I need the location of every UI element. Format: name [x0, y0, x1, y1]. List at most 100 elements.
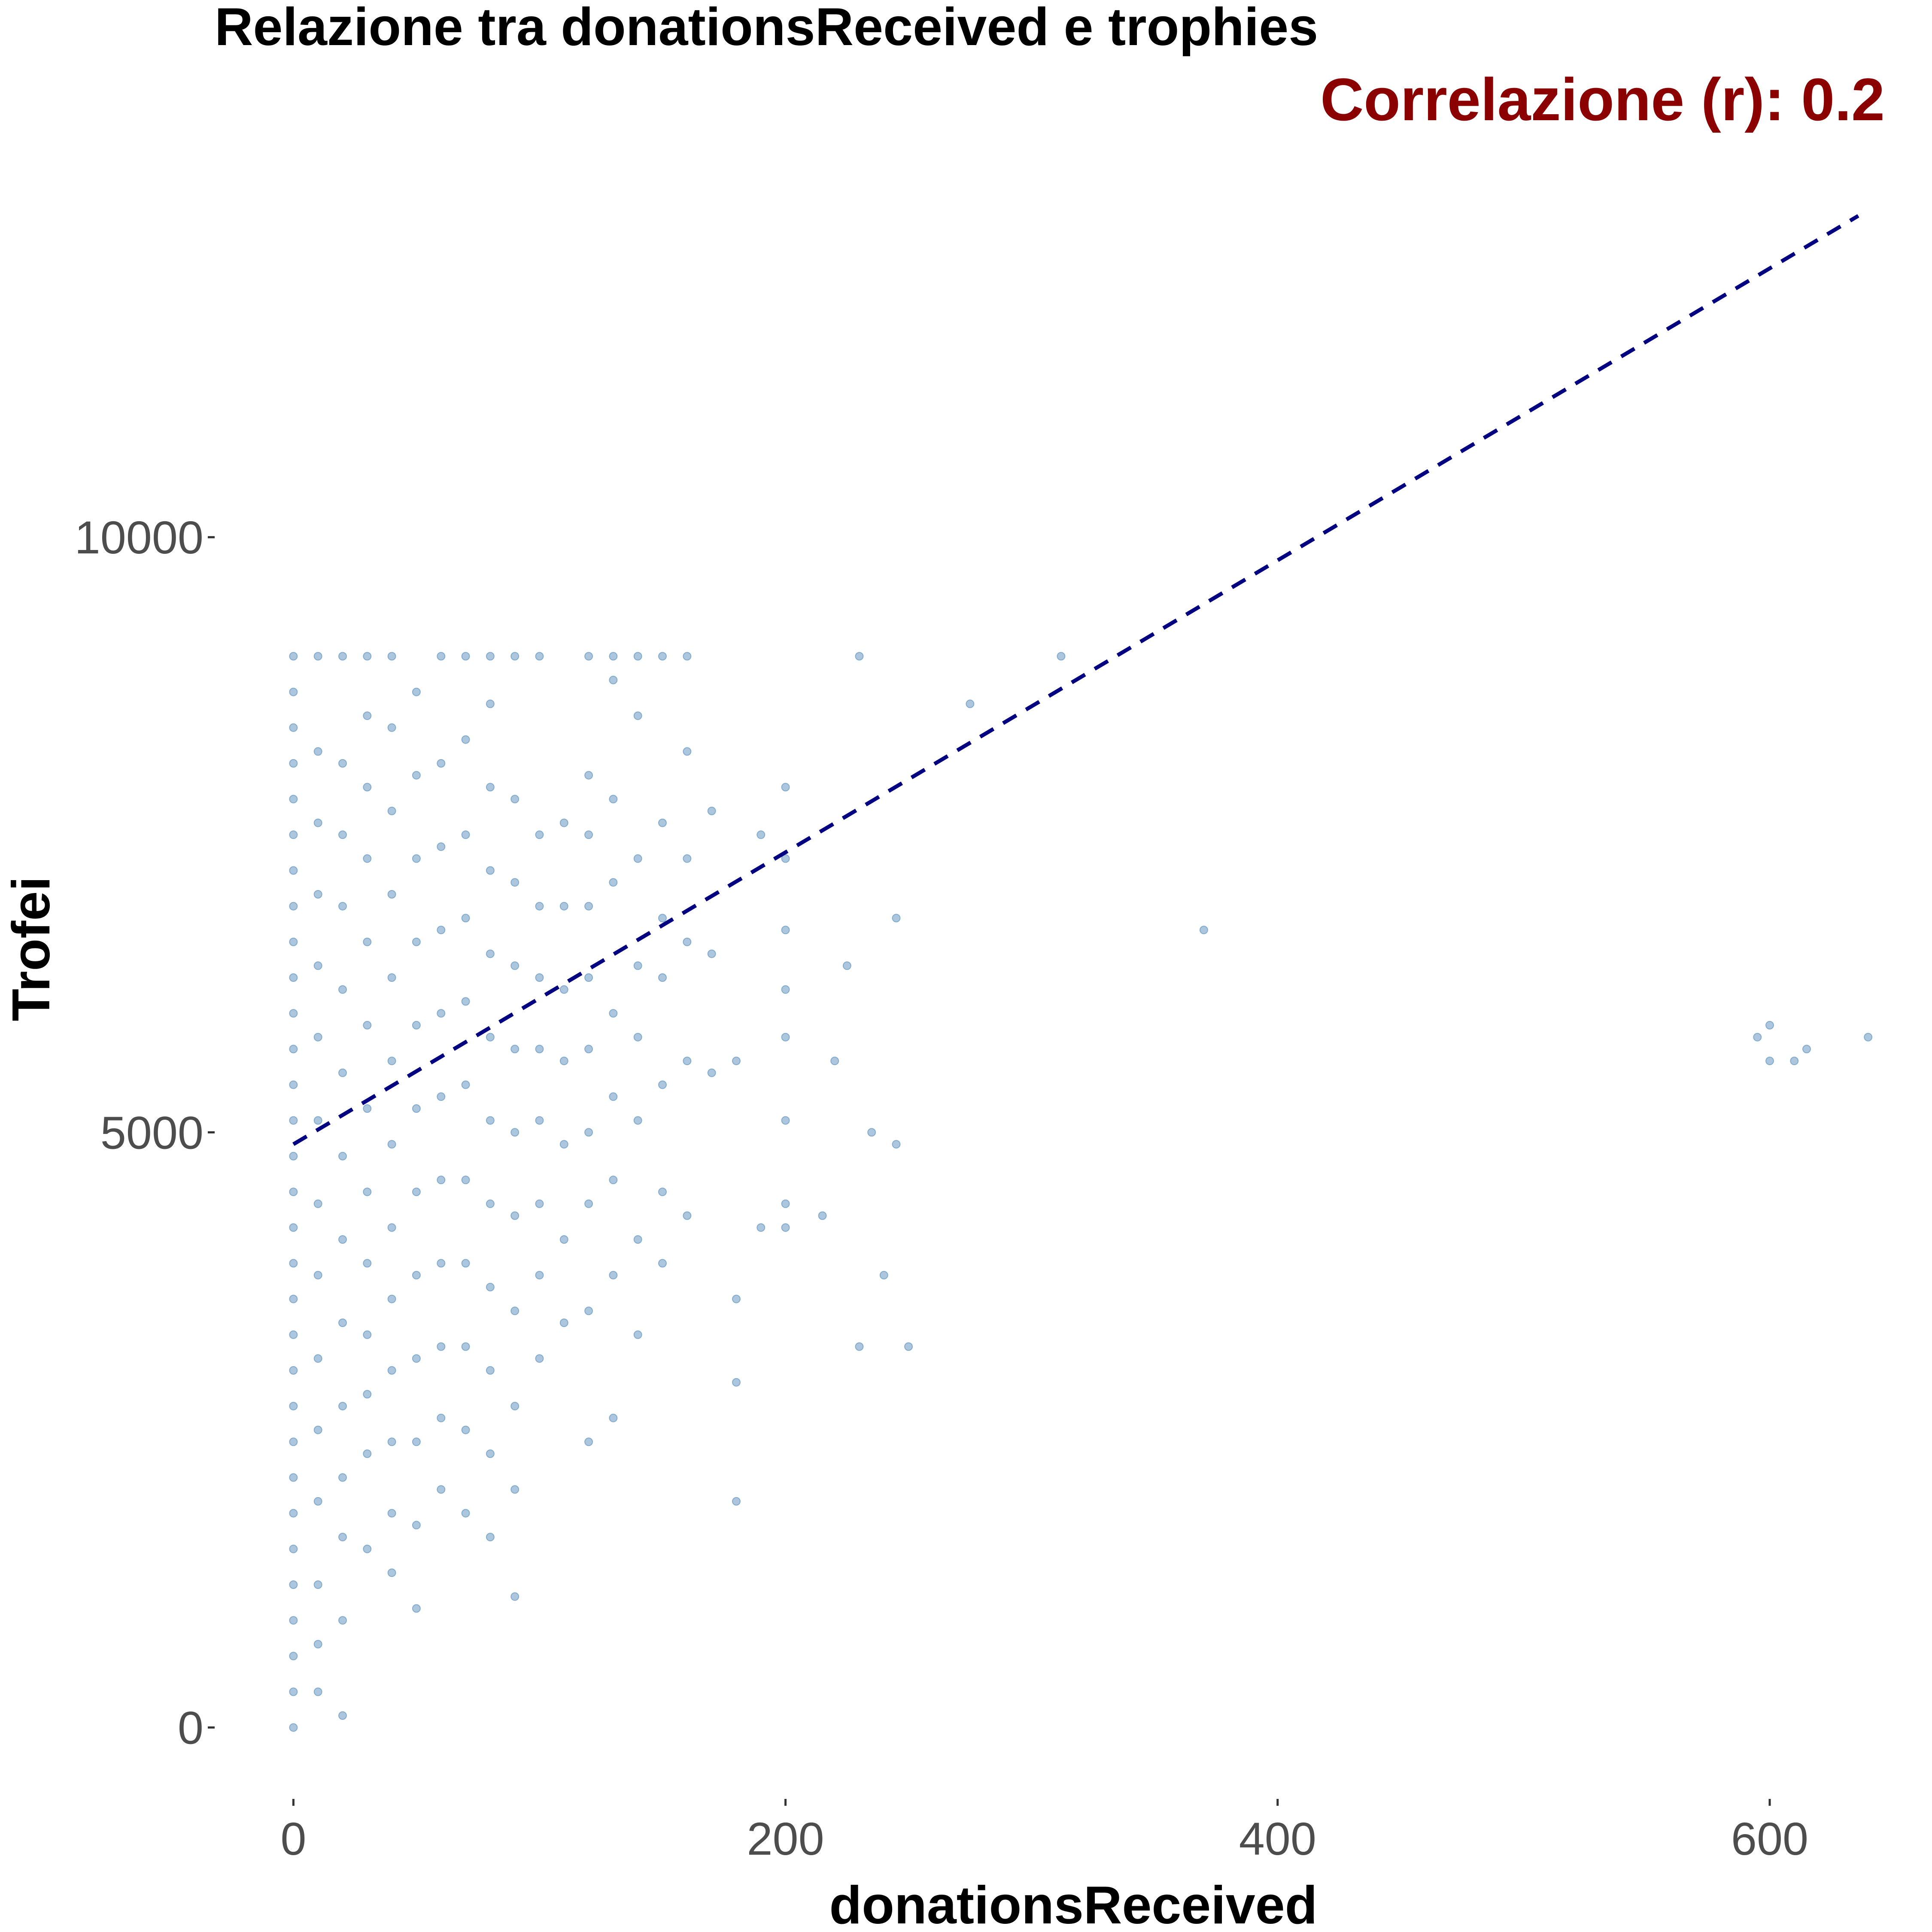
data-point: [781, 1116, 790, 1125]
data-point: [461, 1259, 470, 1268]
x-axis: 0 200 400 600: [280, 1799, 1808, 1865]
data-point: [363, 1330, 372, 1339]
data-point: [609, 1176, 618, 1185]
data-point: [732, 1497, 741, 1506]
data-point: [609, 1009, 618, 1018]
data-point: [289, 1402, 298, 1411]
data-point: [658, 1188, 667, 1197]
data-point: [289, 973, 298, 982]
data-point: [412, 1521, 421, 1530]
data-point: [412, 1021, 421, 1030]
data-point: [633, 1330, 642, 1339]
data-point: [584, 1306, 593, 1315]
data-point: [437, 926, 446, 935]
data-point: [486, 1199, 495, 1208]
data-point: [289, 1473, 298, 1482]
data-point: [510, 1592, 519, 1601]
trend-line-layer: [292, 214, 1859, 1146]
data-point: [313, 1580, 322, 1589]
data-point: [683, 937, 692, 946]
data-point: [338, 1711, 347, 1720]
data-point: [584, 1045, 593, 1054]
data-point: [289, 902, 298, 911]
data-point: [412, 1188, 421, 1197]
correlation-annotation: Correlazione (r): 0.2: [1320, 66, 1885, 133]
data-point: [338, 1068, 347, 1077]
data-point: [510, 961, 519, 970]
data-point: [363, 1104, 372, 1113]
data-point: [338, 985, 347, 994]
data-point: [535, 973, 544, 982]
data-point: [338, 830, 347, 839]
data-point: [535, 652, 544, 661]
data-point: [289, 1116, 298, 1125]
y-axis-label: Trofei: [2, 876, 61, 1021]
data-point: [510, 795, 519, 804]
data-point: [387, 652, 396, 661]
data-point: [289, 1723, 298, 1732]
data-point: [461, 735, 470, 744]
data-point: [486, 699, 495, 708]
data-point: [707, 949, 716, 958]
data-point: [363, 652, 372, 661]
data-point: [535, 1116, 544, 1125]
data-point: [289, 1580, 298, 1589]
y-tick-label: 5000: [100, 1106, 204, 1158]
data-point: [363, 1021, 372, 1030]
data-point: [633, 1033, 642, 1042]
data-point: [363, 711, 372, 720]
data-point: [510, 652, 519, 661]
data-point: [1864, 1033, 1873, 1042]
data-point: [584, 973, 593, 982]
data-point: [559, 1057, 568, 1066]
data-point: [289, 687, 298, 696]
data-point: [609, 652, 618, 661]
data-point: [707, 806, 716, 815]
data-point: [486, 1533, 495, 1542]
data-point: [559, 1235, 568, 1244]
data-point: [486, 783, 495, 792]
data-point: [338, 652, 347, 661]
data-point: [437, 1413, 446, 1422]
data-point: [842, 961, 851, 970]
trend-line: [292, 214, 1859, 1146]
data-point: [461, 652, 470, 661]
data-point: [387, 1509, 396, 1518]
data-point: [1057, 652, 1066, 661]
data-point: [486, 866, 495, 875]
data-point: [338, 1616, 347, 1625]
data-point: [313, 961, 322, 970]
data-point: [412, 1354, 421, 1363]
data-point: [338, 902, 347, 911]
data-point: [338, 1235, 347, 1244]
data-point: [289, 1330, 298, 1339]
data-point: [289, 1151, 298, 1160]
y-tick-label: 10000: [75, 511, 204, 563]
data-point: [437, 1092, 446, 1101]
data-point: [609, 1271, 618, 1280]
data-point: [461, 1080, 470, 1089]
data-point: [486, 652, 495, 661]
x-tick-label: 600: [1731, 1813, 1808, 1865]
data-point: [633, 854, 642, 863]
data-point: [289, 1259, 298, 1268]
data-point: [1802, 1045, 1811, 1054]
data-point: [412, 937, 421, 946]
data-point: [535, 1354, 544, 1363]
data-point: [461, 1342, 470, 1351]
data-point: [904, 1342, 913, 1351]
data-point: [486, 1366, 495, 1375]
data-point: [363, 1259, 372, 1268]
data-point: [437, 1342, 446, 1351]
data-point: [510, 878, 519, 887]
data-point: [867, 1128, 876, 1137]
data-point: [510, 1485, 519, 1494]
data-point: [289, 795, 298, 804]
data-point: [461, 914, 470, 923]
data-point: [633, 652, 642, 661]
data-point: [658, 652, 667, 661]
data-point: [756, 1223, 766, 1232]
y-axis: 0 5000 10000: [75, 511, 215, 1754]
data-point: [363, 1544, 372, 1553]
data-point: [412, 1104, 421, 1113]
